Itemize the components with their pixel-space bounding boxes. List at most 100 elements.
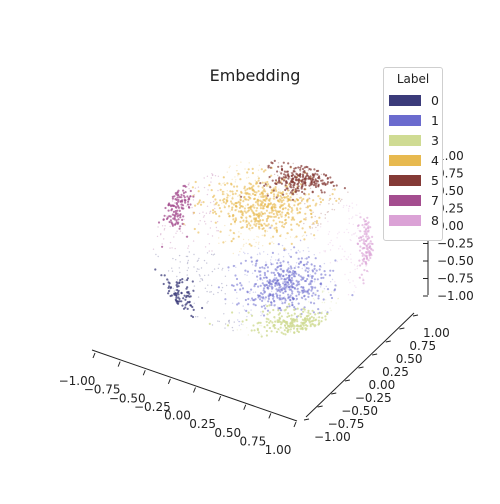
data-point [270,191,273,194]
data-point [167,204,170,207]
data-point [248,227,251,230]
data-point [223,313,225,315]
data-point [329,181,332,184]
data-point [323,290,325,292]
data-point [340,258,342,261]
data-point [157,226,159,228]
data-point [287,253,290,255]
data-point [316,173,319,176]
data-point [170,205,173,208]
data-point [234,274,237,277]
data-point [335,302,337,304]
data-point [241,320,244,323]
data-point [254,304,257,307]
data-point [270,283,273,286]
data-point [299,196,302,199]
data-point [266,180,269,184]
data-point [177,198,180,202]
legend-item: 4 [389,152,441,170]
data-point [356,224,360,228]
x-tick [142,370,146,376]
data-point [166,215,168,217]
data-point [263,212,266,215]
data-point [249,229,251,232]
data-point [325,299,327,301]
data-point [245,198,248,201]
data-point [254,201,258,204]
data-point [279,278,281,281]
data-point [301,323,304,326]
data-point [288,205,291,208]
data-point [259,199,262,202]
z-tick-label: −0.50 [437,254,474,268]
data-point [260,214,263,217]
data-point [241,226,244,229]
data-point [227,212,230,215]
data-point [285,281,288,284]
data-point [291,290,294,293]
data-point [249,208,252,211]
data-point [317,297,320,300]
data-point [250,329,253,332]
data-point [268,211,271,214]
data-point [287,325,290,328]
data-point [314,324,317,327]
data-point [253,238,255,241]
data-point [325,174,328,177]
data-point [294,188,297,191]
data-point [287,279,290,282]
data-point [324,217,326,219]
data-point [288,264,290,266]
data-point [249,206,252,209]
data-point [358,276,361,279]
data-point [234,192,237,195]
data-point [268,281,271,284]
data-point [289,299,292,302]
data-point [269,226,272,229]
data-point [258,164,261,166]
data-point [242,219,245,222]
data-point [324,315,327,318]
data-point [297,249,300,252]
data-point [171,247,173,249]
data-point [301,190,304,194]
data-point [277,307,280,310]
data-point [282,291,285,295]
data-point [327,243,329,246]
data-point [291,180,294,183]
data-point [282,256,285,258]
data-point [247,221,250,223]
data-point [180,291,183,294]
x-tick-label: 0.25 [189,417,216,431]
x-tick [218,395,222,402]
data-point [217,320,219,322]
data-point [358,239,361,243]
data-point [279,195,282,198]
data-point [362,218,366,221]
data-point [334,284,337,287]
data-point [280,273,283,276]
data-point [199,220,201,222]
data-point [351,217,353,219]
data-point [170,222,173,225]
data-point [259,193,262,196]
data-point [259,277,262,280]
data-point [297,302,300,305]
data-point [282,199,285,202]
data-point [321,179,324,182]
data-point [249,215,252,218]
data-point [290,223,293,226]
data-point [221,193,224,196]
data-point [210,291,212,293]
data-point [268,284,271,288]
data-point [291,177,295,180]
data-point [282,260,285,263]
data-point [175,221,178,224]
data-point [312,199,315,202]
data-point [251,297,254,300]
data-point [301,235,304,237]
data-point [244,259,247,262]
data-point [252,303,255,306]
data-point [307,193,310,196]
data-point [255,217,258,220]
